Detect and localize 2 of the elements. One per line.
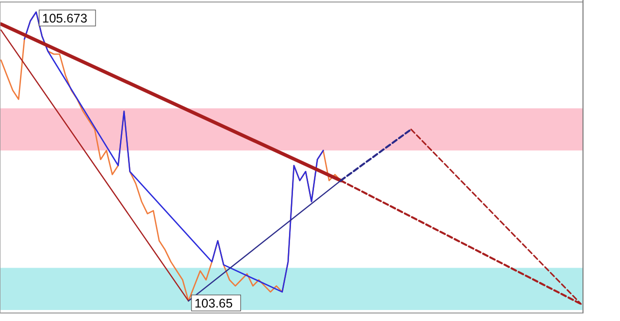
annotation: 105.673 [42, 12, 88, 26]
annotation: 103.65 [194, 296, 233, 310]
